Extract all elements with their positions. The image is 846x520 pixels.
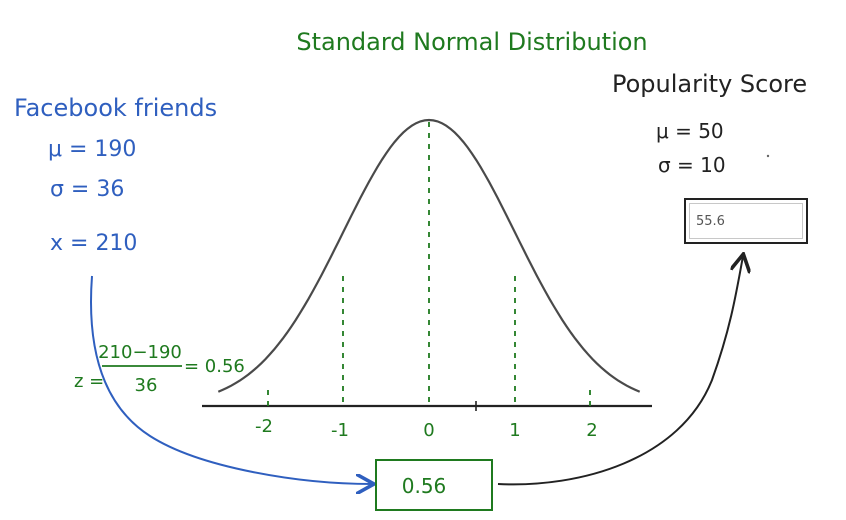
answer-box [684,198,808,244]
tick-label-minus-1: -1 [331,420,349,441]
diagram-title: Standard Normal Distribution [296,28,647,56]
formula-denominator: 36 [135,375,158,396]
left-sigma: σ = 36 [50,177,124,202]
left-mu: μ = 190 [48,137,136,162]
z-formula: z = 210−190 36 = 0.56 [74,342,245,396]
blue-arrow [90,275,372,484]
normal-curve [217,118,641,393]
tick-label-1: 1 [509,420,520,441]
formula-z-label: z = [74,371,104,392]
tick-label-minus-2: -2 [255,416,273,437]
right-mu: μ = 50 [656,119,724,143]
left-x: x = 210 [50,231,137,256]
left-heading: Facebook friends [14,94,217,122]
right-heading: Popularity Score [612,70,807,98]
formula-result: = 0.56 [184,356,245,377]
stray-dot [766,154,770,158]
answer-input[interactable] [689,203,803,239]
tick-label-0: 0 [423,420,434,441]
formula-numerator: 210−190 [98,342,182,363]
black-arrow [497,256,743,486]
right-sigma: σ = 10 [658,153,726,177]
z-result-box [375,459,493,511]
z-result-value: 0.56 [402,474,447,498]
tick-label-2: 2 [586,420,597,441]
